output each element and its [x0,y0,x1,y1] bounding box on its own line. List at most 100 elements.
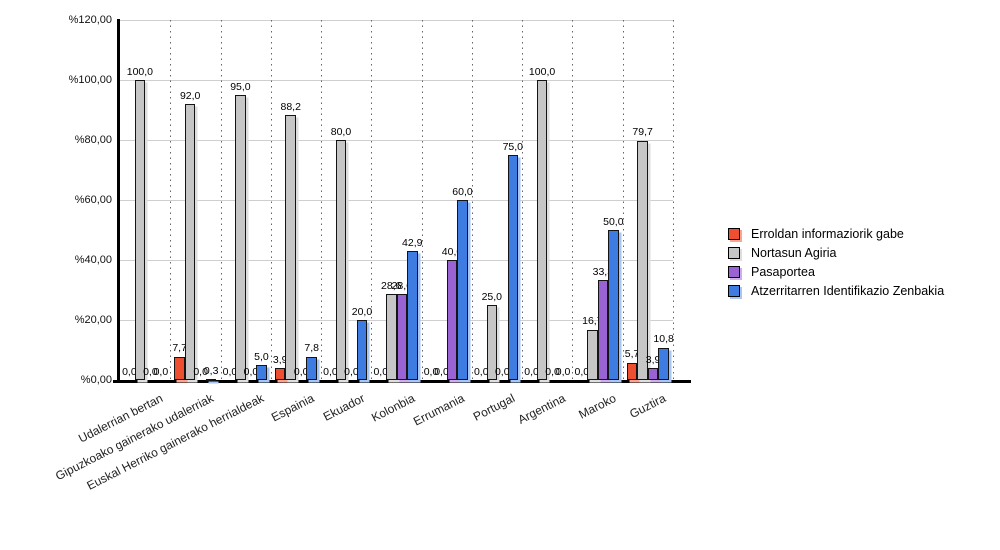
bar-value-label: 25,0 [481,290,502,303]
bar [205,379,217,382]
bar-value-label: 0,0 [122,365,137,378]
bar-value-label: 3,9 [645,353,661,366]
bar-value-label: 100,0 [528,65,556,78]
bar-value-label: 7,7 [172,342,187,355]
bar-value-label: 7,8 [304,342,319,355]
category-separator-dotted-line [321,20,323,380]
bar-value-label: 92,0 [179,89,201,102]
bar [356,320,368,380]
legend: Erroldan informaziorik gabe Nortasun Agir… [728,224,944,300]
bar-value-label: 88,2 [280,100,301,113]
x-axis-label: Ekuador [320,391,367,424]
bar [457,200,468,380]
bar-value-label: 0,0 [344,365,359,378]
category-separator-dotted-line [572,20,574,380]
y-gridline [120,260,673,261]
bar [658,347,669,380]
bar [587,329,598,380]
bar-value-label: 0,0 [545,365,560,378]
bar [306,356,317,380]
bar-value-label: 42,9 [402,236,423,249]
bar [407,251,418,380]
legend-label: Nortasun Agiria [751,245,837,260]
legend-swatch [728,246,740,259]
category-separator-dotted-line [421,20,423,380]
bar-value-label: 0,0 [473,365,489,378]
x-axis-label: Espainia [268,391,317,425]
category-separator-dotted-line [471,20,473,380]
category-separator-dotted-line [220,20,222,380]
legend-label: Atzerritarren Identifikazio Zenbakia [751,283,945,298]
bar-value-label: 79,7 [632,126,653,139]
bar [597,280,609,380]
x-axis-label: Guztira [627,391,669,422]
bar [235,95,246,380]
bar-value-label: 60,0 [452,185,473,198]
bar-value-label: 0,0 [494,365,510,378]
bar [647,368,659,380]
bar [174,356,185,380]
category-separator-dotted-line [622,20,624,380]
bar-value-label: 0,0 [143,365,158,378]
category-separator-dotted-line [371,20,373,380]
bar [256,365,267,380]
bar [274,368,286,380]
y-gridline [120,140,673,141]
bar [386,294,397,380]
y-axis-tick-label: %40,00 [74,253,112,266]
legend-swatch [728,265,740,278]
bar-value-label: 40,0 [441,245,463,258]
bar-value-label: 20,0 [351,305,373,318]
category-separator-dotted-line [673,20,674,380]
bar-value-label: 28,6 [391,279,412,292]
x-axis-label: Errumania [411,391,468,429]
bar-value-label: 0,0 [293,365,309,378]
bar-value-label: 0,0 [193,365,208,378]
bar-value-label: 75,0 [502,140,523,153]
bar-value-label: 0,0 [555,365,571,378]
y-axis-tick-label: %120,00 [68,13,112,26]
legend-item: Atzerritarren Identifikazio Zenbakia [728,281,944,300]
y-axis-tick-label: %100,00 [68,73,112,86]
y-gridline [120,80,673,81]
y-axis-tick-label: %60,00 [74,193,112,206]
bar [637,140,648,380]
y-gridline [120,200,673,201]
bar-value-label: 33,3 [592,265,614,278]
bar-value-label: 0,0 [524,365,539,378]
bar [184,104,196,380]
legend-swatch [728,284,740,297]
y-axis-tick-label: %20,00 [74,313,112,326]
bar [134,80,146,380]
bar [335,140,347,380]
bar [536,80,548,380]
bar-value-label: 28,6 [381,279,402,292]
bar [285,115,296,380]
category-separator-dotted-line [522,20,524,380]
bar-value-label: 80,0 [330,125,352,138]
bar-value-label: 0,0 [434,365,449,378]
bar-value-label: 95,0 [230,80,251,93]
y-axis-tick-label: %80,00 [74,133,112,146]
bar [626,362,638,380]
legend-item: Pasaportea [728,262,944,281]
bar-value-label: 0,0 [153,365,169,378]
bar-value-label: 100,0 [126,65,154,78]
y-axis-tick-label: %0,00 [80,373,112,386]
bar-value-label: 5,0 [254,350,269,363]
bar-value-label: 10,8 [653,333,674,346]
legend-swatch [728,227,740,240]
bar-value-label: 3,9 [272,353,288,366]
bar [446,260,458,380]
bar-value-label: 0,0 [243,365,259,378]
bar-value-label: 50,0 [603,215,624,228]
y-gridline [120,20,673,21]
bar-value-label: 5,7 [624,348,640,361]
bar [396,294,407,380]
category-separator-dotted-line [170,20,172,380]
y-axis-line [117,19,121,383]
bar-value-label: 0,0 [373,365,389,378]
bar-value-label: 0,0 [222,365,238,378]
bar-value-label: 0,0 [423,365,439,378]
legend-label: Pasaportea [751,264,815,279]
